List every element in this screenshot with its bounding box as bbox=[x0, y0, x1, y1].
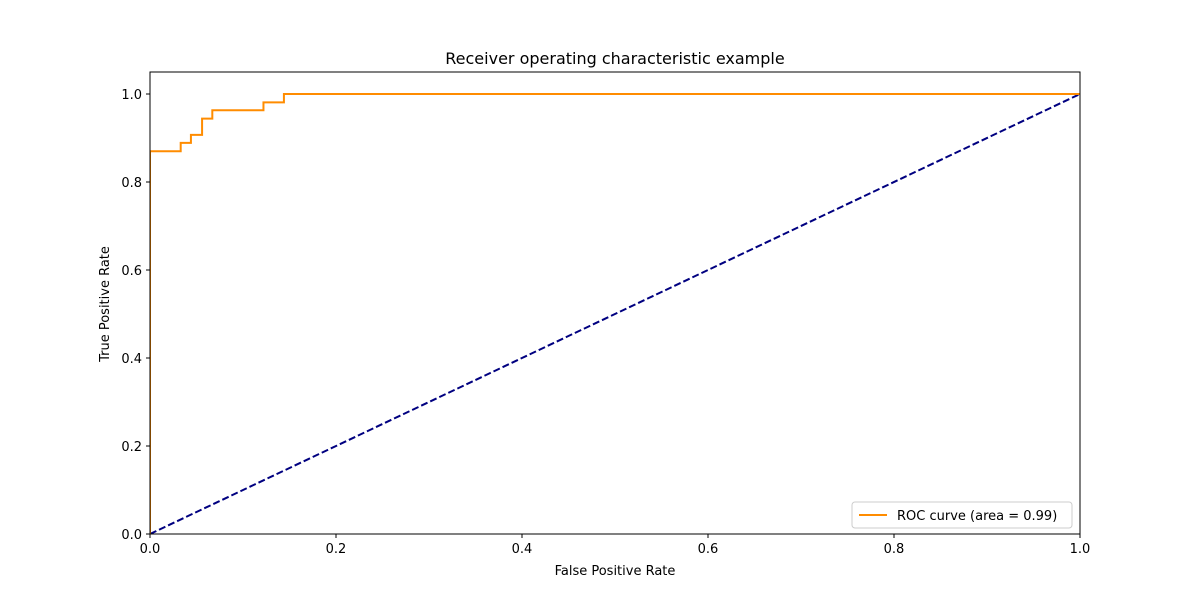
y-tick-label: 0.6 bbox=[121, 264, 142, 279]
y-tick-label: 0.2 bbox=[121, 440, 142, 455]
x-tick-label: 1.0 bbox=[1070, 542, 1091, 557]
x-axis-label: False Positive Rate bbox=[555, 564, 676, 579]
x-tick-label: 0.0 bbox=[140, 542, 161, 557]
legend-box bbox=[851, 501, 1073, 529]
axes-frame bbox=[149, 71, 1081, 535]
y-tick-label: 0.8 bbox=[121, 176, 142, 191]
y-axis-label: True Positive Rate bbox=[98, 246, 113, 363]
y-tick-label: 0.4 bbox=[121, 352, 142, 367]
axes: 0.0 0.2 0.4 0.6 0.8 1.0 0.0 0.2 0.4 0.6 0.8 1.0 bbox=[121, 71, 1091, 557]
plot-area bbox=[150, 93, 1080, 534]
y-tick-label: 1.0 bbox=[121, 88, 142, 103]
chart-title: Receiver operating characteristic exampl… bbox=[445, 49, 784, 68]
legend-label: ROC curve (area = 0.99) bbox=[897, 509, 1057, 524]
roc-curve-line bbox=[150, 93, 1080, 534]
x-tick-label: 0.8 bbox=[884, 542, 905, 557]
x-tick-label: 0.2 bbox=[326, 542, 347, 557]
x-tick-label: 0.4 bbox=[512, 542, 533, 557]
x-tick-label: 0.6 bbox=[698, 542, 719, 557]
legend: ROC curve (area = 0.99) bbox=[851, 501, 1073, 529]
chance-diagonal-line bbox=[150, 93, 1080, 534]
y-tick-label: 0.0 bbox=[121, 528, 142, 543]
